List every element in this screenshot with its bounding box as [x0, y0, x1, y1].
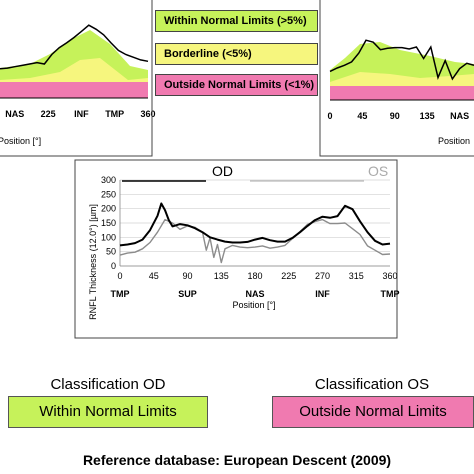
os-panel-outside-band: [330, 86, 474, 100]
od-panel-x-tick-label: TMP: [105, 109, 124, 119]
x-tick-label: 225: [281, 271, 296, 281]
y-tick-label: 100: [101, 232, 116, 242]
main-y-axis-label: RNFL Thickness (12.0°) [µm]: [88, 204, 98, 320]
x-region-label: TMP: [111, 289, 130, 299]
os-panel-x-tick-label: 45: [357, 111, 367, 121]
x-tick-label: 0: [117, 271, 122, 281]
x-tick-label: 315: [349, 271, 364, 281]
reference-database: Reference database: European Descent (20…: [82, 452, 392, 468]
classification-os-title: Classification OS: [314, 376, 430, 393]
main-tick-labels: 0 50 100 150 200 250 300 0 45 90 135 180 225 270 315 36…: [101, 175, 400, 299]
legend-outside-normal: Outside Normal Limits (<1%): [155, 74, 318, 96]
series-line-od: [119, 202, 391, 247]
x-tick-label: 135: [214, 271, 229, 281]
classification-os-value: Outside Normal Limits: [272, 396, 474, 428]
x-region-label: TMP: [381, 289, 400, 299]
od-sector-panel: NAS 225 INF TMP 360 Position [°]: [0, 0, 156, 157]
os-panel-series-line: [329, 39, 474, 81]
y-tick-label: 50: [106, 247, 116, 257]
y-tick-label: 200: [101, 204, 116, 214]
y-tick-label: 0: [111, 261, 116, 271]
od-panel-x-tick-label: INF: [74, 109, 89, 119]
legend-os-label: OS: [368, 163, 388, 179]
od-panel-x-tick-label: NAS: [5, 109, 24, 119]
x-region-label: SUP: [178, 289, 197, 299]
od-panel-outside-band: [0, 82, 148, 98]
x-tick-label: 270: [315, 271, 330, 281]
legend-od-label: OD: [212, 163, 233, 179]
legend-within-normal: Within Normal Limits (>5%): [155, 10, 318, 32]
os-panel-borderline-band: [330, 70, 474, 86]
od-panel-x-tick-label: 225: [41, 109, 56, 119]
od-panel-normal-band: [0, 30, 148, 80]
os-panel-plot: 0 45 90 135 NAS: [327, 39, 474, 121]
main-series: [119, 202, 391, 264]
legend-borderline: Borderline (<5%): [155, 43, 318, 65]
main-x-axis-label: Position [°]: [232, 300, 275, 310]
x-tick-label: 360: [382, 271, 397, 281]
od-panel-xlabel: Position [°]: [0, 136, 41, 146]
od-panel-frame: [0, 0, 153, 157]
main-chart: 0 50 100 150 200 250 300 0 45 90 135 180 225 270 315 36…: [74, 159, 400, 339]
classification-od-value: Within Normal Limits: [8, 396, 208, 428]
x-tick-label: 45: [149, 271, 159, 281]
os-panel-x-tick-label: 0: [327, 111, 332, 121]
od-panel-plot: NAS 225 INF TMP 360: [0, 24, 156, 119]
os-panel-x-tick-label: NAS: [450, 111, 469, 121]
os-panel-frame: [319, 0, 474, 157]
y-tick-label: 150: [101, 218, 116, 228]
os-panel-xlabel: Position: [438, 136, 470, 146]
os-panel-x-tick-label: 90: [390, 111, 400, 121]
os-panel-normal-band: [330, 42, 474, 82]
main-chart-frame: [74, 159, 398, 339]
os-panel-x-tick-label: 135: [420, 111, 435, 121]
x-tick-label: 180: [247, 271, 262, 281]
os-sector-panel: 0 45 90 135 NAS Position: [319, 0, 474, 157]
od-panel-series-line: [0, 24, 149, 70]
classification-od-title: Classification OD: [50, 376, 166, 393]
x-region-label: NAS: [245, 289, 264, 299]
y-tick-label: 300: [101, 175, 116, 185]
x-region-label: INF: [315, 289, 330, 299]
od-panel-x-tick-label: 360: [140, 109, 155, 119]
x-tick-label: 90: [182, 271, 192, 281]
y-tick-label: 250: [101, 189, 116, 199]
